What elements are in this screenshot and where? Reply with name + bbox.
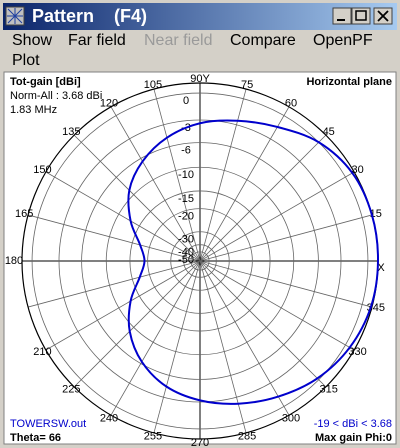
minimize-button[interactable]	[332, 7, 352, 25]
r-tick-label: -40	[178, 247, 194, 259]
theta-tick-label: 60	[285, 97, 297, 109]
grid-ring	[58, 119, 342, 403]
r-tick-label: -30	[178, 234, 194, 246]
maximize-button[interactable]	[351, 7, 371, 25]
menu-item[interactable]: Far field	[68, 32, 126, 49]
theta-tick-label: 330	[348, 346, 366, 358]
grid-ring	[31, 92, 369, 430]
spoke	[45, 260, 201, 351]
spoke	[27, 214, 201, 262]
grid-ring	[129, 190, 271, 332]
frequency-info: 1.83 MHz	[10, 104, 57, 116]
theta-tick-label: 30	[351, 164, 363, 176]
theta-tick-label: 135	[62, 126, 80, 138]
spoke	[73, 134, 201, 262]
theta-tick-label: 150	[33, 164, 51, 176]
menu-item[interactable]: Show	[12, 32, 52, 49]
plane-label: Horizontal plane	[306, 76, 392, 88]
close-button[interactable]	[373, 7, 393, 25]
theta-tick-label: 300	[282, 413, 300, 425]
grid-ring	[170, 231, 230, 291]
theta-tick-label: 270	[191, 437, 209, 448]
menu-item: Near field	[144, 32, 212, 49]
grid-ring	[81, 142, 319, 380]
chart-title: Tot-gain [dBi]	[10, 76, 81, 88]
spoke	[153, 88, 201, 262]
spoke	[199, 260, 290, 416]
theta-tick-label: 225	[62, 384, 80, 396]
spoke	[45, 171, 201, 262]
menu-item[interactable]: OpenPF	[313, 32, 373, 49]
spoke	[199, 214, 373, 262]
menu-item[interactable]: Compare	[230, 32, 296, 49]
window-title: Pattern (F4)	[32, 6, 147, 26]
theta-tick-label: 255	[144, 431, 162, 443]
theta-tick-label: 90Y	[190, 73, 210, 85]
theta-tick-label: 45	[323, 126, 335, 138]
spoke	[199, 88, 247, 262]
r-tick-label: -20	[178, 211, 194, 223]
grid-ring	[147, 208, 253, 314]
range-info: -19 < dBi < 3.68	[314, 418, 392, 430]
app-icon	[5, 6, 25, 26]
spoke	[27, 260, 201, 308]
theta-tick-label: 120	[100, 97, 118, 109]
theta-tick-label: 75	[241, 79, 253, 91]
polar-chart: Tot-gain [dBi] Norm-All : 3.68 dBi 1.83 …	[5, 73, 392, 448]
spoke	[73, 260, 201, 388]
r-tick-label: -6	[181, 145, 191, 157]
r-tick-label: -50	[178, 254, 194, 266]
max-gain-info: Max gain Phi:0	[315, 432, 392, 444]
grid-ring	[190, 251, 210, 271]
spoke	[153, 260, 201, 434]
spoke	[199, 260, 355, 351]
theta-tick-label: 165	[15, 208, 33, 220]
grid-ring	[183, 244, 217, 278]
spoke	[199, 260, 373, 308]
menu-bar: Show Far field Near field Compare OpenPF Plot	[12, 32, 373, 69]
theta-tick-label: 240	[100, 413, 118, 425]
spoke	[199, 260, 327, 388]
r-tick-label: -15	[178, 193, 194, 205]
grid-ring	[105, 166, 295, 356]
spoke	[199, 134, 327, 262]
theta-tick-label: 210	[33, 346, 51, 358]
file-name: TOWERSW.out	[10, 418, 86, 430]
theta-tick-label: 180	[5, 255, 23, 267]
spoke	[110, 260, 201, 416]
theta-tick-label: 315	[320, 384, 338, 396]
spoke	[199, 171, 355, 262]
r-tick-label: -10	[178, 169, 194, 181]
theta-info: Theta= 66	[10, 432, 61, 444]
title-bar	[3, 3, 397, 30]
theta-tick-label: X	[377, 262, 385, 274]
theta-tick-label: 105	[144, 79, 162, 91]
r-tick-label: 0	[183, 95, 189, 107]
spoke	[110, 106, 201, 262]
pattern-curve	[127, 119, 380, 405]
norm-info: Norm-All : 3.68 dBi	[10, 90, 102, 102]
theta-tick-label: 285	[238, 431, 256, 443]
menu-item[interactable]: Plot	[12, 52, 40, 69]
spoke	[199, 106, 290, 262]
